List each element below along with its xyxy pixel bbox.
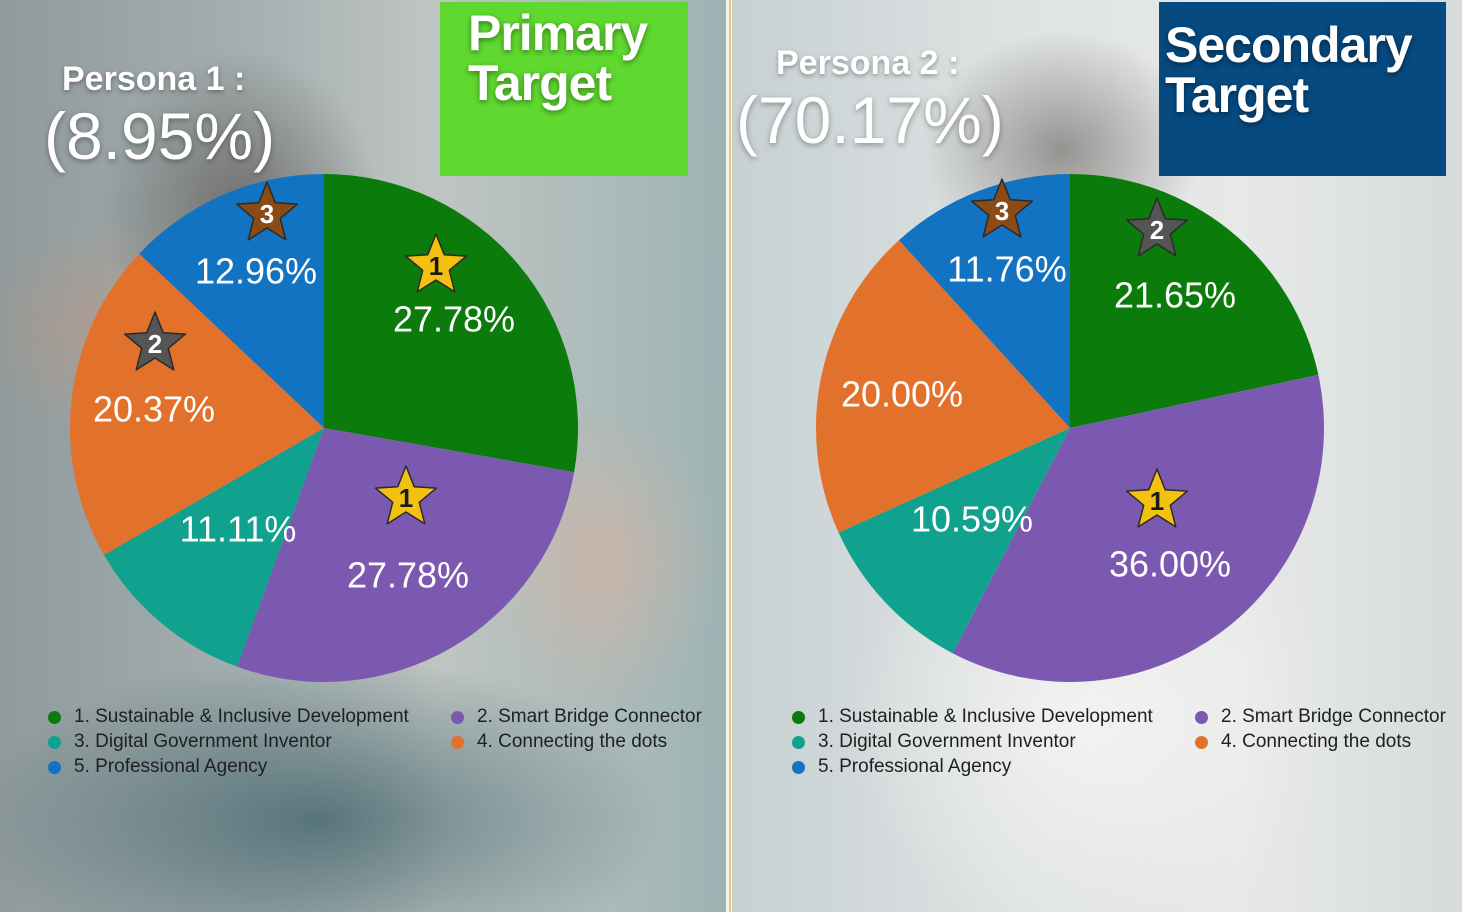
pie-slice-digital-government-inventor bbox=[838, 428, 1070, 654]
pie-slice-connecting-the-dots bbox=[69, 253, 324, 555]
persona-1-pie-chart: 27.78% 27.78% 11.11% 20.37% 12.96% 1 1 2 3 bbox=[69, 174, 579, 683]
legend-label: 4. Connecting the dots bbox=[477, 731, 668, 752]
persona-1-label: Persona 1 : bbox=[62, 60, 246, 98]
slice-label-digital-government-inventor: 11.11% bbox=[180, 509, 297, 550]
slice-label-smart-bridge-connector: 36.00% bbox=[1109, 544, 1231, 585]
legend-label: 3. Digital Government Inventor bbox=[818, 731, 1076, 752]
legend-label: 2. Smart Bridge Connector bbox=[1221, 706, 1446, 727]
slice-label-connecting-the-dots: 20.37% bbox=[93, 389, 215, 430]
panel-divider bbox=[726, 0, 732, 912]
star-shape bbox=[1125, 197, 1189, 257]
star-shape bbox=[374, 465, 438, 525]
pie-slice-professional-agency bbox=[139, 174, 324, 428]
secondary-target-badge: Secondary Target bbox=[1159, 2, 1446, 176]
star-rank-number: 3 bbox=[995, 196, 1009, 226]
legend-item-connecting-dots: 4. Connecting the dots bbox=[451, 731, 667, 753]
slice-label-connecting-the-dots: 20.00% bbox=[841, 374, 963, 415]
star-rank-number: 2 bbox=[148, 329, 162, 359]
rank-2-star-icon: 2 bbox=[123, 311, 187, 371]
slice-label-sustainable-and-inclusive-development: 27.78% bbox=[393, 299, 515, 340]
persona-2-panel: Persona 2 : (70.17%) Secondary Target 21… bbox=[732, 0, 1462, 912]
legend-dot bbox=[792, 760, 805, 774]
legend-item-sustainable: 1. Sustainable & Inclusive Development bbox=[48, 706, 409, 728]
legend-label: 1. Sustainable & Inclusive Development bbox=[818, 706, 1153, 727]
rank-1-star-icon: 1 bbox=[374, 465, 438, 525]
legend-item-sustainable: 1. Sustainable & Inclusive Development bbox=[792, 706, 1153, 728]
legend-dot bbox=[48, 735, 61, 749]
rank-1-star-icon: 1 bbox=[404, 233, 468, 293]
slice-label-smart-bridge-connector: 27.78% bbox=[347, 555, 469, 596]
star-shape bbox=[970, 178, 1034, 238]
pie-slice-professional-agency bbox=[898, 174, 1070, 428]
target-badge-line2: Target bbox=[1165, 67, 1309, 123]
primary-target-badge: Primary Target bbox=[440, 2, 688, 176]
pie-slice-sustainable-and-inclusive-development bbox=[324, 174, 579, 473]
rank-1-star-icon: 1 bbox=[1125, 468, 1189, 528]
legend-label: 5. Professional Agency bbox=[818, 756, 1012, 777]
star-shape bbox=[123, 311, 187, 371]
persona-1-share: (8.95%) bbox=[44, 99, 276, 173]
legend-label: 2. Smart Bridge Connector bbox=[477, 706, 702, 727]
legend-item-smart-bridge: 2. Smart Bridge Connector bbox=[1195, 706, 1446, 728]
star-shape bbox=[235, 181, 299, 241]
pie-slice-smart-bridge-connector bbox=[237, 428, 575, 683]
legend-item-professional-agency: 5. Professional Agency bbox=[48, 756, 267, 778]
legend-item-smart-bridge: 2. Smart Bridge Connector bbox=[451, 706, 702, 728]
slice-label-sustainable-and-inclusive-development: 21.65% bbox=[1114, 275, 1236, 316]
pie-slice-smart-bridge-connector bbox=[952, 374, 1324, 682]
legend-dot bbox=[1195, 710, 1208, 724]
legend-dot bbox=[451, 735, 464, 749]
persona-1-panel: Persona 1 : (8.95%) Primary Target 27.78… bbox=[0, 0, 726, 912]
legend-dot bbox=[1195, 735, 1208, 749]
target-badge-line1: Secondary bbox=[1165, 17, 1413, 73]
star-rank-number: 1 bbox=[429, 251, 443, 281]
legend-dot bbox=[48, 760, 61, 774]
slice-label-professional-agency: 12.96% bbox=[195, 251, 317, 292]
rank-2-star-icon: 2 bbox=[1125, 197, 1189, 257]
legend-label: 5. Professional Agency bbox=[74, 756, 268, 777]
legend-label: 1. Sustainable & Inclusive Development bbox=[74, 706, 409, 727]
legend-item-connecting-dots: 4. Connecting the dots bbox=[1195, 731, 1411, 753]
star-rank-number: 1 bbox=[399, 483, 413, 513]
legend-label: 4. Connecting the dots bbox=[1221, 731, 1412, 752]
rank-3-star-icon: 3 bbox=[970, 178, 1034, 238]
legend-dot bbox=[451, 710, 464, 724]
legend-item-professional-agency: 5. Professional Agency bbox=[792, 756, 1011, 778]
legend-dot bbox=[792, 710, 805, 724]
legend-item-digital-government: 3. Digital Government Inventor bbox=[48, 731, 332, 753]
pie-slice-connecting-the-dots bbox=[816, 240, 1070, 533]
pie-slice-digital-government-inventor bbox=[104, 428, 324, 667]
persona-2-share: (70.17%) bbox=[736, 83, 1004, 157]
persona-2-pie-chart: 21.65% 36.00% 10.59% 20.00% 11.76% 2 1 3 bbox=[816, 174, 1324, 682]
pie-slice-sustainable-and-inclusive-development bbox=[1070, 174, 1319, 428]
rank-3-star-icon: 3 bbox=[235, 181, 299, 241]
target-badge-line2: Target bbox=[468, 55, 612, 111]
divider-line bbox=[729, 0, 731, 912]
persona-2-label: Persona 2 : bbox=[776, 44, 960, 82]
legend-dot bbox=[792, 735, 805, 749]
slice-label-professional-agency: 11.76% bbox=[947, 249, 1066, 290]
slice-label-digital-government-inventor: 10.59% bbox=[911, 499, 1033, 540]
legend-label: 3. Digital Government Inventor bbox=[74, 731, 332, 752]
star-rank-number: 1 bbox=[1150, 486, 1164, 516]
target-badge-line1: Primary bbox=[468, 5, 648, 61]
legend-dot bbox=[48, 710, 61, 724]
star-shape bbox=[404, 233, 468, 293]
legend-item-digital-government: 3. Digital Government Inventor bbox=[792, 731, 1076, 753]
star-shape bbox=[1125, 468, 1189, 528]
star-rank-number: 3 bbox=[260, 199, 274, 229]
star-rank-number: 2 bbox=[1150, 215, 1164, 245]
